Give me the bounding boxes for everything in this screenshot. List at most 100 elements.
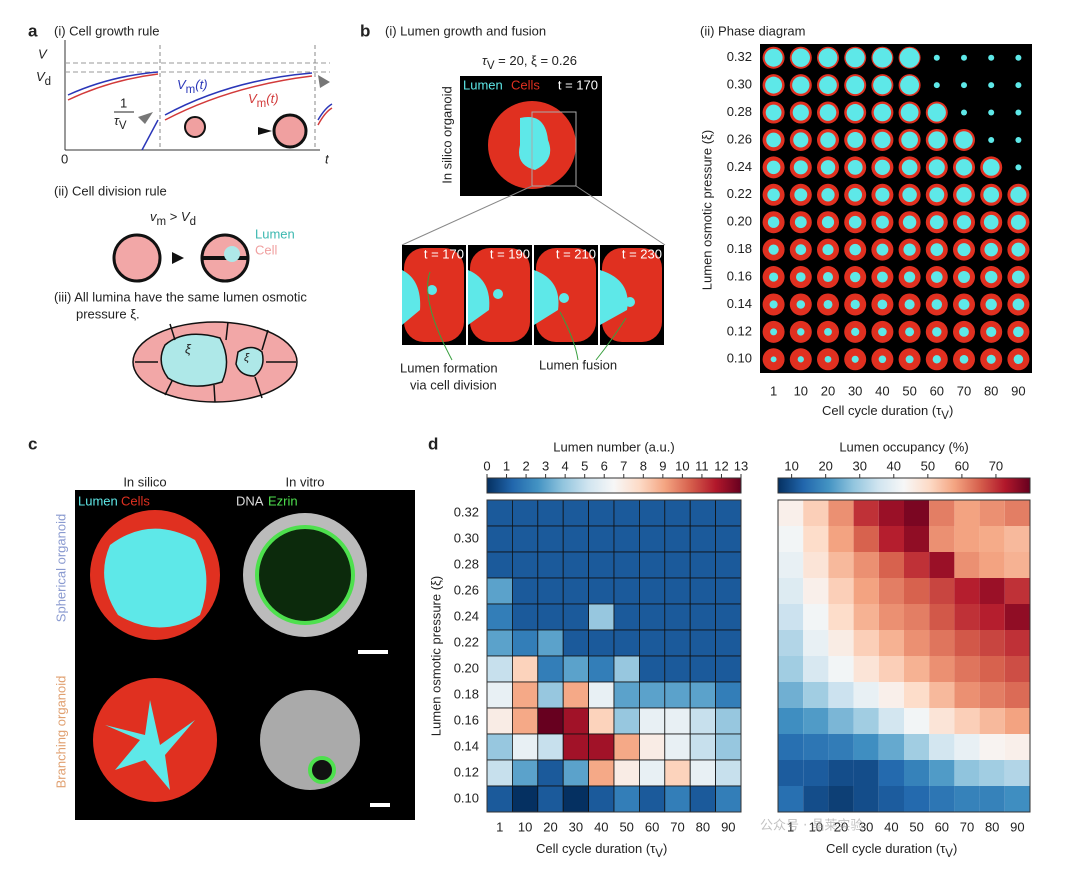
legend-dna: DNA — [236, 493, 264, 508]
subtitle: (i) Cell growth rule — [54, 23, 159, 38]
heat-cell — [929, 552, 955, 578]
text: V — [119, 120, 127, 132]
heat-cell — [588, 603, 615, 631]
lumen — [1013, 354, 1024, 365]
heat-cell — [828, 682, 854, 708]
heat-cell — [588, 525, 615, 553]
heat-cell — [1004, 708, 1030, 734]
lumen — [819, 76, 837, 94]
heat-cell — [954, 578, 980, 604]
lumen — [823, 272, 833, 283]
y-tick-label: 0.18 — [727, 241, 752, 256]
lumen — [792, 104, 809, 121]
x-tick-label: 40 — [594, 819, 608, 834]
heat-cell — [613, 551, 640, 579]
text: V — [177, 77, 187, 92]
lumen — [600, 270, 628, 325]
y-tick-label: 0.32 — [727, 49, 752, 64]
heat-cell — [512, 525, 539, 553]
heat-cell — [689, 577, 717, 605]
x-tick-label: 40 — [875, 383, 889, 398]
time-label: t = 170 — [424, 246, 464, 261]
heat-cell — [562, 551, 590, 579]
heat-cell — [954, 604, 980, 630]
lumen — [850, 271, 861, 283]
organoid — [1015, 109, 1022, 116]
lumen — [877, 299, 888, 310]
x-tick-label: 20 — [834, 819, 848, 834]
lumen — [793, 160, 808, 175]
lumen — [849, 243, 861, 256]
text: Cell cycle duration (τ — [536, 841, 656, 856]
heat-cell — [878, 786, 904, 812]
lumen — [820, 160, 836, 175]
heat-cell — [588, 499, 615, 527]
heat-cell — [828, 578, 854, 604]
lumen — [847, 132, 864, 148]
heat-cell — [778, 630, 804, 656]
heat-cell — [512, 577, 539, 605]
heat-cell — [689, 655, 717, 683]
panel-label: a — [28, 21, 38, 40]
heat-cell — [954, 526, 980, 552]
heat-cell — [689, 785, 717, 813]
xi-label: ξ — [185, 341, 192, 356]
heat-cell — [537, 551, 564, 579]
heat-cell — [537, 655, 564, 683]
y-tick-label: 0.14 — [727, 296, 752, 311]
column-title: In vitro — [285, 474, 324, 489]
organoid-image — [401, 76, 666, 246]
lumen — [795, 244, 807, 255]
heat-cell — [613, 785, 640, 813]
heat-cell — [853, 578, 879, 604]
lumen — [927, 103, 946, 122]
text: Cell cycle duration (τ — [826, 841, 946, 856]
lumen — [901, 131, 918, 149]
text: m — [257, 98, 267, 110]
heat-cell — [878, 682, 904, 708]
lumen — [767, 216, 780, 228]
heat-cell — [853, 760, 879, 786]
colorbar-tick-label: 60 — [955, 458, 969, 473]
heat-cell — [512, 655, 539, 683]
colorbar-tick-label: 10 — [784, 458, 798, 473]
heat-cell — [778, 604, 804, 630]
lumen — [794, 188, 808, 202]
heat-cell — [689, 707, 717, 735]
cells — [602, 248, 662, 342]
heat-cell — [664, 681, 691, 709]
subtitle: (iii) All lumina have the same lumen osm… — [54, 289, 307, 304]
x-tick-label: 40 — [884, 819, 898, 834]
lumen — [957, 243, 971, 257]
heat-cell — [639, 681, 666, 709]
lumen — [900, 103, 919, 122]
heat-cell — [486, 525, 513, 553]
heat-cell — [715, 577, 742, 605]
subtitle: (i) Lumen growth and fusion — [385, 23, 546, 38]
heat-cell — [562, 629, 590, 657]
heat-cell — [562, 707, 590, 735]
cells — [404, 248, 464, 342]
y-tick-label: 0.30 — [727, 77, 752, 92]
heat-cell — [512, 551, 539, 579]
t-label: t — [325, 151, 330, 166]
lumen — [1011, 242, 1026, 257]
phase-background — [760, 44, 1032, 373]
legend-lumen: Lumen — [78, 493, 118, 508]
heat-cell — [778, 682, 804, 708]
x-tick-label: 10 — [794, 383, 808, 398]
y-tick-label: 0.24 — [727, 159, 752, 174]
heat-cell — [486, 655, 513, 683]
rate-num: 1 — [120, 95, 127, 110]
lumen — [929, 187, 945, 203]
lumen — [875, 215, 889, 229]
lumen — [822, 244, 834, 256]
heat-cell — [979, 734, 1005, 760]
heat-cell — [828, 760, 854, 786]
text: V — [248, 91, 258, 106]
heat-cell — [853, 630, 879, 656]
lumen — [797, 356, 804, 363]
heat-cell — [828, 786, 854, 812]
heat-cell — [979, 656, 1005, 682]
organoid — [988, 82, 995, 89]
